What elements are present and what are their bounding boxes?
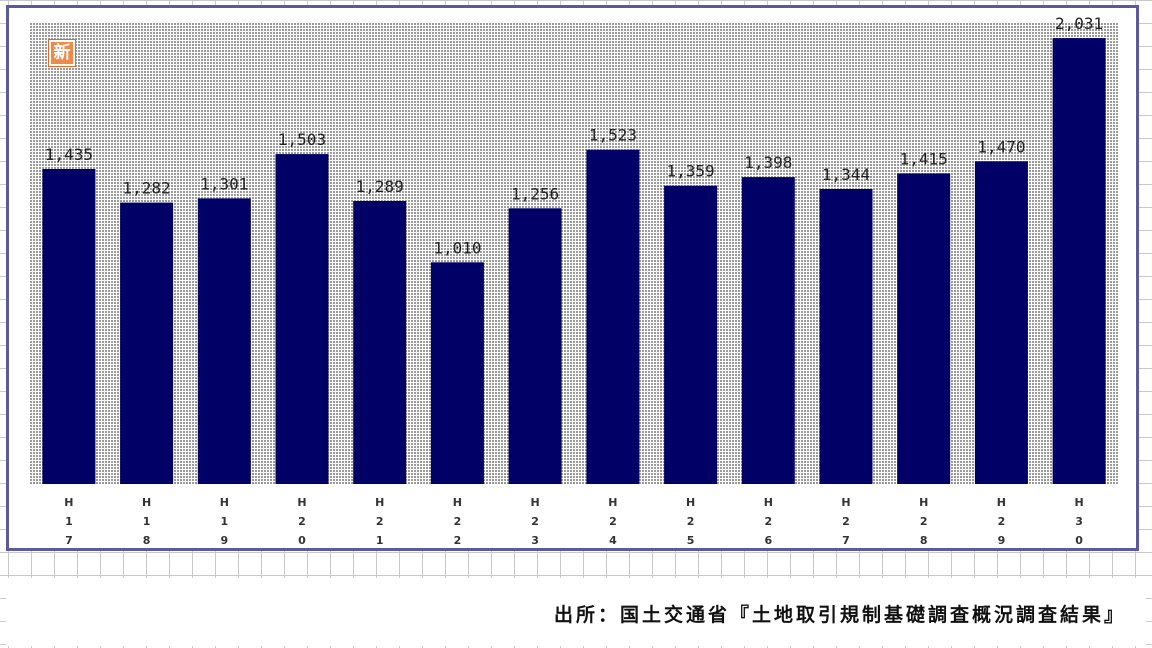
bar-H30	[1052, 38, 1106, 484]
bar-H23	[508, 208, 562, 485]
value-labels: 1,435 1,282 1,301 1,503 1,289 1,010 1,256 1,523…	[45, 14, 1103, 257]
bar-H26	[741, 177, 795, 484]
bars	[42, 38, 1106, 485]
bar-H28	[897, 173, 951, 484]
chart-frame: 1,435 1,282 1,301 1,503 1,289 1,010 1,256 1,523…	[6, 5, 1139, 551]
value-label-H21: 1,289	[356, 177, 404, 196]
source-note: 出所：国土交通省『土地取引規制基礎調査概況調査結果』	[553, 604, 1126, 626]
value-label-H23: 1,256	[511, 184, 559, 203]
bar-H22	[430, 262, 484, 484]
bar-H29	[974, 161, 1028, 485]
value-label-H20: 1,503	[278, 130, 326, 149]
footer: 出所：国土交通省『土地取引規制基礎調査概況調査結果』	[6, 578, 1146, 646]
value-label-H27: 1,344	[822, 165, 870, 184]
value-label-H18: 1,282	[123, 179, 171, 198]
bar-chart: 1,435 1,282 1,301 1,503 1,289 1,010 1,256 1,523…	[30, 14, 1118, 547]
bar-H25	[664, 185, 718, 484]
bar-H17	[42, 169, 96, 484]
value-label-H29: 1,470	[977, 137, 1025, 156]
bar-H24	[586, 149, 640, 484]
new-badge: 新	[48, 39, 76, 67]
value-label-H24: 1,523	[589, 126, 637, 145]
value-label-H28: 1,415	[900, 149, 948, 168]
value-label-H17: 1,435	[45, 145, 93, 164]
value-label-H30: 2,031	[1055, 14, 1103, 33]
plot-background	[30, 23, 1118, 484]
bar-H19	[197, 198, 251, 484]
bar-H21	[353, 201, 407, 484]
bar-H18	[120, 202, 174, 484]
value-label-H26: 1,398	[744, 153, 792, 172]
value-label-H22: 1,010	[433, 238, 481, 257]
value-label-H25: 1,359	[667, 162, 715, 181]
bar-H20	[275, 154, 329, 484]
value-label-H19: 1,301	[200, 174, 248, 193]
x-tick-labels: H 1 7 H 1 8 H 1 9 H 2 0 H 2 1 H 2 2 H 2 3 H 2 4 H 2 5 H 2 6 H 2 7 H 2 8 H 2 9 H…	[64, 496, 1083, 547]
bar-H27	[819, 189, 873, 484]
